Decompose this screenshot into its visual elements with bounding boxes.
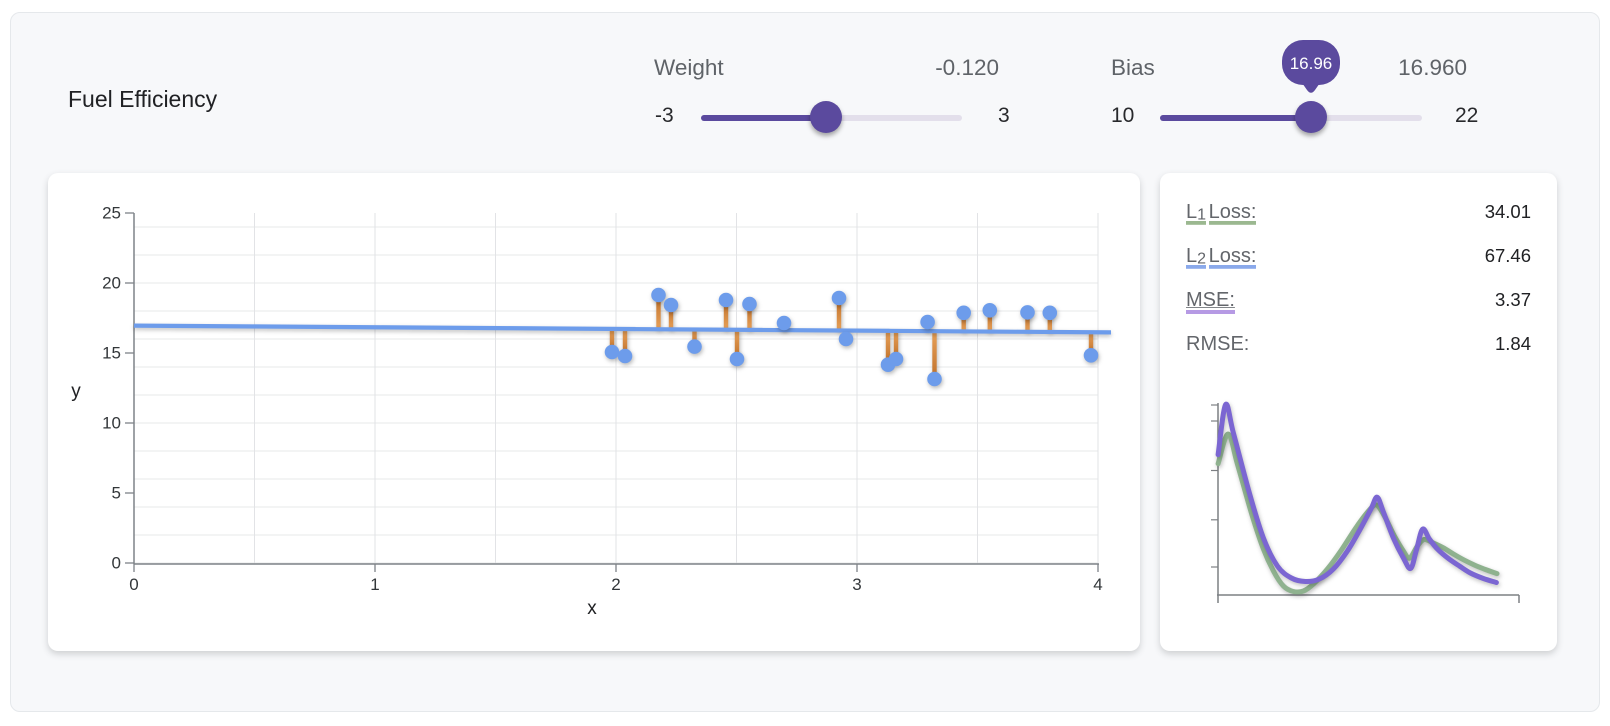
svg-text:2: 2 [611,575,620,594]
svg-text:15: 15 [102,344,121,363]
svg-text:10: 10 [102,414,121,433]
svg-text:25: 25 [102,204,121,223]
svg-text:4: 4 [1093,575,1102,594]
svg-text:y: y [71,381,81,402]
svg-text:x: x [587,598,597,619]
svg-text:5: 5 [112,484,121,503]
svg-text:3: 3 [852,575,861,594]
svg-text:0: 0 [129,575,138,594]
svg-text:20: 20 [102,274,121,293]
svg-text:0: 0 [112,554,121,573]
svg-text:16.96: 16.96 [1290,54,1333,73]
svg-text:1: 1 [370,575,379,594]
